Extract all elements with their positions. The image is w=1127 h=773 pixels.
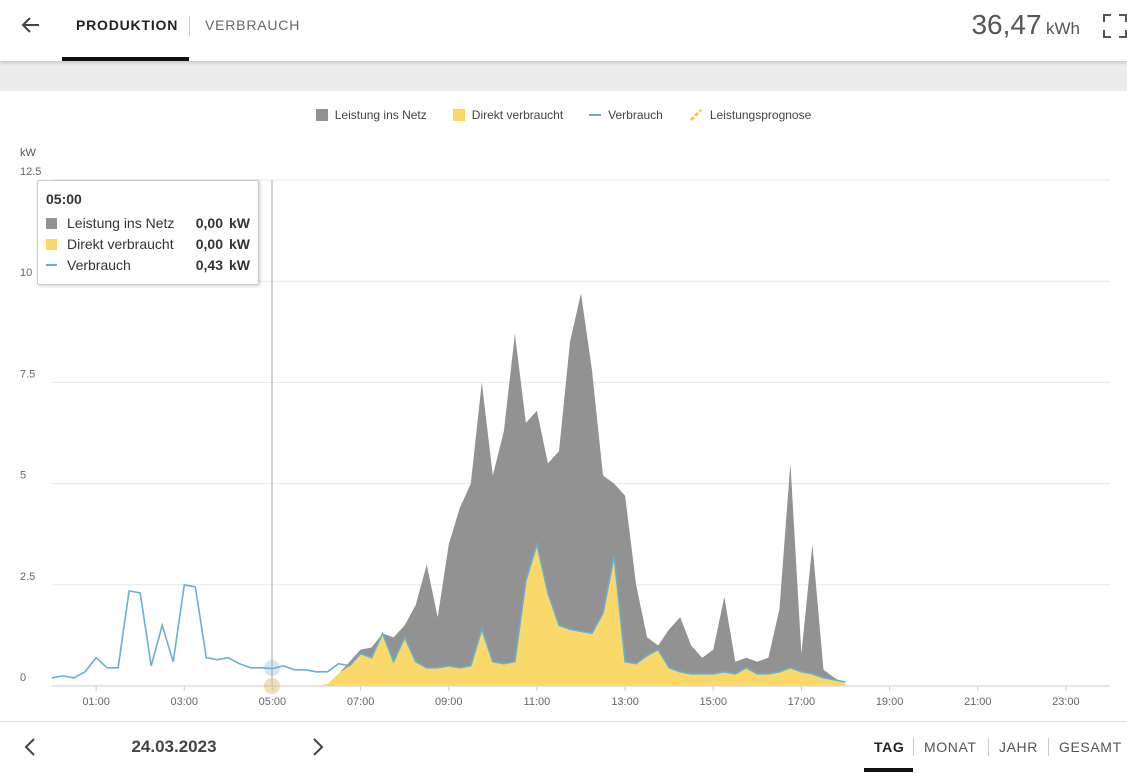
y-tick-label: 10 xyxy=(20,267,32,279)
period-separator xyxy=(913,738,914,756)
tab-indicator xyxy=(62,57,189,61)
period-gesamt[interactable]: GESAMT xyxy=(1059,739,1122,755)
period-monat[interactable]: MONAT xyxy=(924,739,977,755)
x-tick-label: 11:00 xyxy=(524,696,551,708)
x-tick-label: 09:00 xyxy=(435,696,463,708)
x-tick-label: 01:00 xyxy=(82,696,110,708)
tooltip-value: 0,00 xyxy=(195,236,223,252)
x-tick-label: 05:00 xyxy=(259,696,287,708)
total-value: 36,47 xyxy=(971,9,1042,40)
hover-marker xyxy=(264,660,280,676)
x-tick-label: 17:00 xyxy=(788,696,816,708)
x-tick-label: 03:00 xyxy=(170,696,198,708)
period-separator xyxy=(988,738,989,756)
y-tick-label: 7.5 xyxy=(20,368,35,380)
tooltip-title: 05:00 xyxy=(46,191,82,207)
toolbar-band xyxy=(0,61,1127,91)
legend-item: Leistung ins Netz xyxy=(315,108,427,122)
x-tick-label: 23:00 xyxy=(1052,696,1080,708)
tooltip-row: Leistung ins Netz 0,00 kW xyxy=(46,213,250,233)
tooltip-label: Leistung ins Netz xyxy=(67,215,175,231)
legend-item: Direkt verbraucht xyxy=(452,108,564,122)
tooltip-value: 0,43 xyxy=(195,257,223,273)
period-jahr[interactable]: JAHR xyxy=(999,739,1038,755)
tooltip-swatch xyxy=(46,264,57,266)
next-button[interactable] xyxy=(308,737,328,757)
period-tag[interactable]: TAG xyxy=(874,739,905,755)
prev-button[interactable] xyxy=(20,737,40,757)
tooltip-unit: kW xyxy=(229,257,250,273)
legend: Leistung ins Netz Direkt verbraucht Verbra… xyxy=(0,108,1127,122)
tooltip-row: Verbrauch 0,43 kW xyxy=(46,255,250,275)
hover-marker xyxy=(264,678,280,694)
tooltip-swatch xyxy=(46,238,57,250)
y-axis-label: kW xyxy=(20,147,37,159)
legend-label: Verbrauch xyxy=(608,108,663,122)
area-netz xyxy=(52,293,846,686)
y-tick-label: 5 xyxy=(20,470,26,482)
legend-item: Leistungsprognose xyxy=(689,108,811,122)
x-tick-label: 15:00 xyxy=(699,696,727,708)
x-tick-label: 07:00 xyxy=(347,696,375,708)
legend-label: Leistungsprognose xyxy=(709,108,812,122)
tab-verbrauch[interactable]: VERBRAUCH xyxy=(205,17,301,33)
line-verbrauch xyxy=(51,541,846,683)
tooltip-row: Direkt verbraucht 0,00 kW xyxy=(46,234,250,254)
tooltip-label: Verbrauch xyxy=(67,257,131,273)
tooltip-unit: kW xyxy=(229,236,250,252)
legend-swatch xyxy=(315,109,328,121)
legend-swatch xyxy=(689,109,702,121)
x-tick-label: 21:00 xyxy=(964,696,992,708)
x-tick-label: 19:00 xyxy=(876,696,904,708)
fullscreen-button[interactable] xyxy=(1103,14,1127,38)
legend-swatch xyxy=(589,114,602,116)
date: 24.03.2023 xyxy=(131,737,217,756)
header: PRODUKTION VERBRAUCH 36,47 kWh xyxy=(0,0,1127,61)
tooltip-label: Direkt verbraucht xyxy=(67,236,174,252)
y-tick-label: 12.5 xyxy=(20,166,41,178)
period-indicator xyxy=(864,768,913,772)
legend-item: Verbrauch xyxy=(589,108,663,122)
back-button[interactable] xyxy=(20,14,42,36)
y-tick-label: 2.5 xyxy=(20,571,35,583)
footer: 24.03.2023 TAG MONAT JAHR GESAMT xyxy=(0,721,1127,773)
total-unit: kWh xyxy=(1046,19,1080,38)
tooltip: 05:00 Leistung ins Netz 0,00 kW Direkt verb… xyxy=(37,180,259,285)
legend-label: Direkt verbraucht xyxy=(471,108,564,122)
period-separator xyxy=(1048,738,1049,756)
tooltip-swatch xyxy=(46,217,57,229)
tab-produktion[interactable]: PRODUKTION xyxy=(76,17,179,33)
tooltip-unit: kW xyxy=(229,215,250,231)
total: 36,47 kWh xyxy=(971,9,1080,41)
legend-label: Leistung ins Netz xyxy=(334,108,427,122)
y-tick-label: 0 xyxy=(20,672,26,684)
x-tick-label: 13:00 xyxy=(611,696,639,708)
tab-separator xyxy=(189,16,190,36)
tooltip-value: 0,00 xyxy=(195,215,223,231)
legend-swatch xyxy=(452,109,465,121)
